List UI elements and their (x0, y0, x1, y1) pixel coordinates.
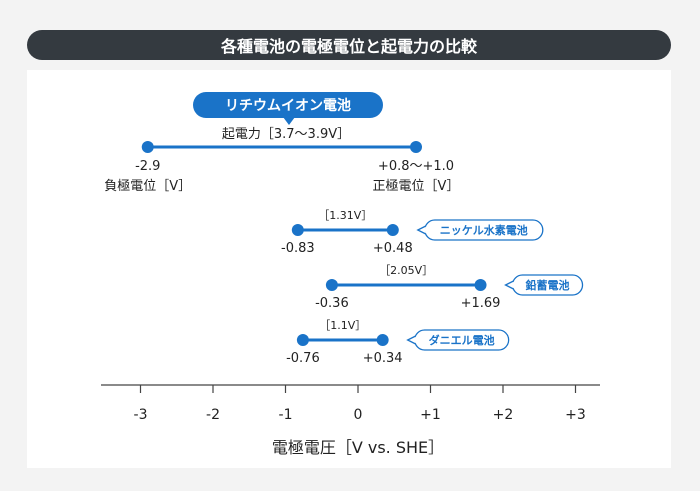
neg-value: -0.76 (286, 351, 320, 366)
neg-value: -0.36 (315, 296, 349, 311)
callout-pointer (504, 280, 514, 290)
pos-value: +0.48 (373, 241, 413, 256)
neg-point (141, 141, 154, 153)
callout-pointer (416, 225, 427, 235)
pos-value: +0.34 (363, 351, 403, 366)
emf-label: 起電力［3.7〜3.9V］ (222, 127, 350, 142)
pos-value: +0.8〜+1.0 (378, 159, 454, 174)
callout-pointer (406, 335, 416, 345)
battery-name-pill (193, 92, 383, 118)
battery-name: リチウムイオン電池 (225, 97, 351, 114)
x-tick-label: -3 (134, 407, 148, 423)
chart-panel (27, 70, 671, 468)
pill-pointer (283, 117, 295, 125)
x-tick-label: +1 (420, 407, 441, 423)
x-axis-title: 電極電圧［V vs. SHE］ (272, 438, 444, 457)
x-tick-label: +2 (493, 407, 514, 423)
neg-point (296, 334, 309, 346)
neg-value: -2.9 (135, 159, 160, 174)
pos-point (386, 224, 399, 236)
battery-name: 鉛蓄電池 (526, 278, 570, 292)
pos-description: 正極電位［V］ (373, 178, 460, 194)
neg-description: 負極電位［V］ (104, 178, 191, 194)
pos-point (410, 141, 422, 153)
pos-point (474, 279, 487, 291)
x-tick-label: -1 (279, 407, 293, 423)
x-tick-label: +3 (565, 407, 586, 423)
emf-label: ［1.1V］ (319, 319, 366, 332)
x-tick-label: -2 (206, 407, 220, 423)
pos-value: +1.69 (461, 296, 501, 311)
battery-name: ダニエル電池 (429, 333, 495, 347)
emf-label: ［2.05V］ (379, 264, 433, 277)
x-tick-label: 0 (354, 407, 363, 423)
pos-point (376, 334, 389, 346)
emf-label: ［1.31V］ (318, 209, 372, 222)
neg-point (325, 279, 338, 291)
battery-name: ニッケル水素電池 (440, 223, 528, 237)
neg-value: -0.83 (281, 241, 315, 256)
chart-title: 各種電池の電極電位と起電力の比較 (27, 30, 671, 60)
neg-point (291, 224, 304, 236)
